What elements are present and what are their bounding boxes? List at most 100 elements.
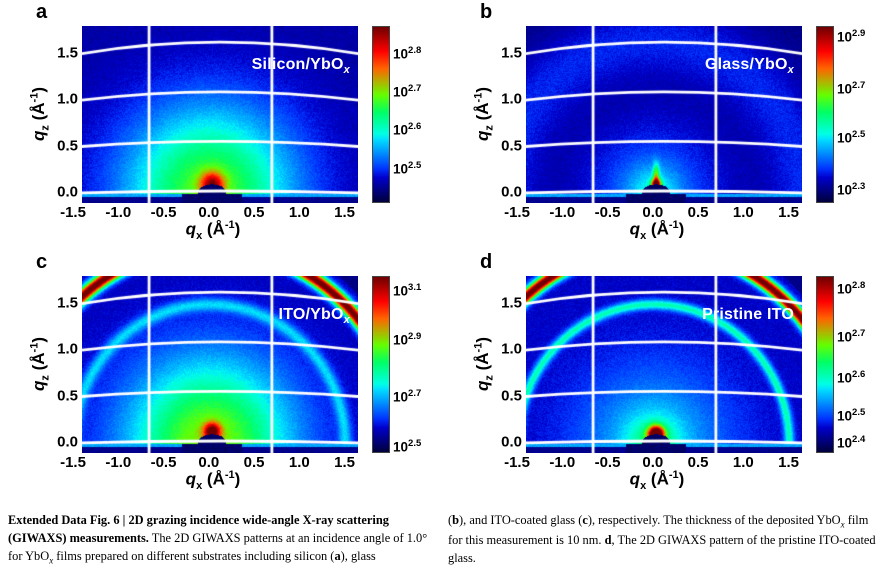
colorbar-tick-exponent: 3.1 — [408, 282, 421, 293]
x-tick-label: 1.5 — [778, 454, 799, 471]
colorbar-tick-base: 10 — [393, 283, 408, 298]
sample-label: Silicon/YbOx — [252, 56, 350, 76]
y-tick-label: 0.0 — [57, 434, 78, 451]
colorbar-ticks: 103.1 102.9 102.7 102.5 — [393, 276, 443, 451]
colorbar-tick-label: 102.8 — [837, 280, 865, 297]
y-tick-label: 1.0 — [57, 341, 78, 358]
sample-label-text: Pristine ITO — [702, 306, 794, 323]
caption-text-segment: films prepared on different substrates i… — [53, 549, 334, 563]
x-tick-label: -1.5 — [60, 454, 86, 471]
colorbar-tick-base: 10 — [837, 281, 852, 296]
x-tick-label: -1.0 — [549, 204, 575, 221]
y-tick-label: 1.5 — [57, 295, 78, 312]
x-tick-label: 1.0 — [733, 454, 754, 471]
caption-text-segment: b — [452, 513, 459, 527]
x-tick-label: 1.0 — [733, 204, 754, 221]
colorbar-tick-base: 10 — [393, 439, 408, 454]
giwaxs-panel-c: c ITO/YbOx qz (Å-1) qx (Å-1) 1.5 1.0 0.5 0.… — [0, 250, 444, 500]
giwaxs-panel-b: b Glass/YbOx qz (Å-1) qx (Å-1) 1.5 1.0 0.5… — [444, 0, 888, 250]
x-tick-label: 0.5 — [244, 454, 265, 471]
figure-caption: Extended Data Fig. 6 | 2D grazing incide… — [8, 512, 882, 567]
colorbar-tick-base: 10 — [837, 130, 852, 145]
sample-label-text: Silicon/YbO — [252, 56, 344, 73]
x-tick-label: 0.0 — [642, 454, 663, 471]
x-tick-label: 0.5 — [244, 204, 265, 221]
caption-column-left: Extended Data Fig. 6 | 2D grazing incide… — [8, 512, 434, 567]
colorbar-tick-exponent: 2.9 — [852, 28, 865, 39]
colorbar-tick-exponent: 2.5 — [852, 128, 865, 139]
heatmap-plot-area: ITO/YbOx — [82, 276, 358, 453]
colorbar-tick-label: 102.4 — [837, 434, 865, 451]
x-tick-label: -0.5 — [151, 454, 177, 471]
colorbar-tick-label: 102.6 — [393, 121, 421, 138]
sample-label-subscript: x — [788, 64, 794, 76]
colorbar-tick-label: 102.7 — [837, 80, 865, 97]
colorbar-tick-label: 102.6 — [837, 369, 865, 386]
x-tick-label: 1.5 — [334, 204, 355, 221]
x-tick-label: 1.0 — [289, 454, 310, 471]
x-axis-ticks: -1.5 -1.0 -0.5 0.0 0.5 1.0 1.5 — [444, 204, 888, 224]
caption-column-right: (b), and ITO-coated glass (c), respectiv… — [448, 512, 882, 567]
x-tick-label: 1.5 — [778, 204, 799, 221]
sample-label-text: ITO/YbO — [279, 306, 344, 323]
colorbar-tick-base: 10 — [393, 389, 408, 404]
x-tick-label: 0.0 — [198, 454, 219, 471]
x-tick-label: -1.5 — [504, 204, 530, 221]
x-tick-label: 0.5 — [688, 204, 709, 221]
colorbar-tick-exponent: 2.8 — [408, 45, 421, 56]
x-axis-ticks: -1.5 -1.0 -0.5 0.0 0.5 1.0 1.5 — [444, 454, 888, 474]
y-tick-label: 0.5 — [501, 137, 522, 154]
caption-text-segment: ), and ITO-coated glass ( — [459, 513, 582, 527]
heatmap-plot-area: Glass/YbOx — [526, 26, 802, 203]
colorbar-tick-base: 10 — [837, 435, 852, 450]
sample-label: ITO/YbOx — [279, 306, 350, 326]
colorbar-tick-exponent: 2.3 — [852, 181, 865, 192]
colorbar-tick-exponent: 2.5 — [408, 438, 421, 449]
colorbar-tick-exponent: 2.7 — [852, 328, 865, 339]
colorbar-tick-base: 10 — [837, 329, 852, 344]
colorbar — [816, 26, 834, 203]
colorbar-tick-exponent: 2.6 — [408, 121, 421, 132]
sample-label-subscript: x — [344, 314, 350, 326]
x-tick-label: 0.0 — [198, 204, 219, 221]
x-tick-label: 0.5 — [688, 454, 709, 471]
colorbar-tick-base: 10 — [393, 122, 408, 137]
x-tick-label: -0.5 — [151, 204, 177, 221]
colorbar-tick-label: 102.7 — [393, 388, 421, 405]
y-tick-label: 1.5 — [57, 45, 78, 62]
colorbar-tick-label: 102.8 — [393, 45, 421, 62]
colorbar-tick-label: 102.3 — [837, 181, 865, 198]
x-tick-label: -1.0 — [105, 204, 131, 221]
heatmap-plot-area: Silicon/YbOx — [82, 26, 358, 203]
x-tick-label: 1.5 — [334, 454, 355, 471]
colorbar-tick-exponent: 2.8 — [852, 280, 865, 291]
heatmap-plot-area: Pristine ITO — [526, 276, 802, 453]
colorbar-ticks: 102.9 102.7 102.5 102.3 — [837, 26, 887, 201]
colorbar — [372, 276, 390, 453]
y-tick-label: 0.0 — [501, 184, 522, 201]
colorbar-tick-exponent: 2.6 — [852, 369, 865, 380]
colorbar-tick-label: 102.5 — [837, 128, 865, 145]
colorbar-tick-exponent: 2.9 — [408, 331, 421, 342]
sample-label-subscript: x — [344, 64, 350, 76]
colorbar-ticks: 102.8 102.7 102.6 102.5 102.4 — [837, 276, 887, 451]
colorbar-tick-label: 103.1 — [393, 282, 421, 299]
colorbar-tick-base: 10 — [837, 408, 852, 423]
colorbar-tick-label: 102.5 — [393, 438, 421, 455]
colorbar-tick-exponent: 2.5 — [852, 407, 865, 418]
colorbar-tick-base: 10 — [837, 29, 852, 44]
x-tick-label: -1.0 — [105, 454, 131, 471]
colorbar — [372, 26, 390, 203]
colorbar-tick-label: 102.9 — [393, 331, 421, 348]
x-tick-label: -1.0 — [549, 454, 575, 471]
x-tick-label: 1.0 — [289, 204, 310, 221]
colorbar-tick-exponent: 2.7 — [408, 83, 421, 94]
x-tick-label: -1.5 — [504, 454, 530, 471]
x-tick-label: -1.5 — [60, 204, 86, 221]
y-tick-label: 0.5 — [57, 387, 78, 404]
colorbar-tick-exponent: 2.7 — [408, 388, 421, 399]
giwaxs-heatmap-canvas — [526, 276, 802, 453]
colorbar-tick-base: 10 — [393, 332, 408, 347]
y-tick-label: 0.5 — [57, 137, 78, 154]
caption-text-segment: ), glass — [341, 549, 376, 563]
